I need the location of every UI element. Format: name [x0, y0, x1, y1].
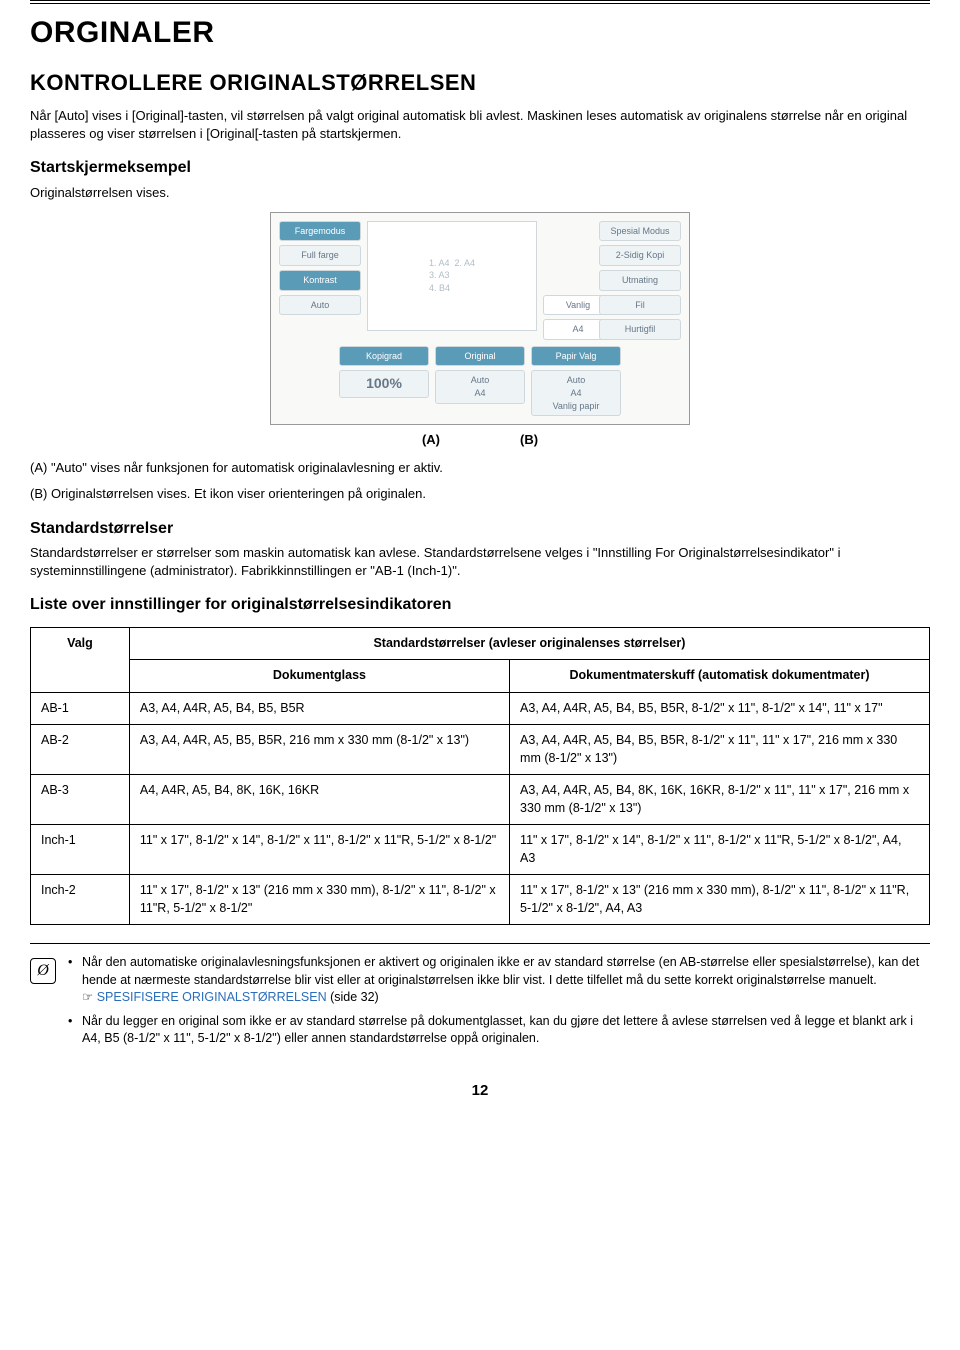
fil-button[interactable]: Fil [599, 295, 681, 316]
top-rule [30, 0, 930, 4]
utmating-button[interactable]: Utmating [599, 270, 681, 291]
link-prefix-icon: ☞ [82, 990, 97, 1004]
table-cell: 11" x 17", 8-1/2" x 13" (216 mm x 330 mm… [129, 875, 509, 925]
table-cell: AB-3 [31, 775, 130, 825]
th-top: Standardstørrelser (avleser originalense… [129, 627, 929, 660]
tip-rule [30, 943, 930, 944]
callout-desc-a: (A) "Auto" vises når funksjonen for auto… [30, 459, 930, 477]
table-cell: 11" x 17", 8-1/2" x 14", 8-1/2" x 11", 8… [510, 825, 930, 875]
table-row: AB-3A4, A4R, A5, B4, 8K, 16K, 16KRA3, A4… [31, 775, 930, 825]
papir-valg-button[interactable]: Auto A4 Vanlig papir [531, 370, 621, 416]
callout-a: (A) [422, 431, 440, 449]
table-cell: A3, A4, A4R, A5, B4, B5, B5R [129, 692, 509, 725]
papir-vanlig: Vanlig papir [538, 400, 614, 413]
spesial-modus-button[interactable]: Spesial Modus [599, 221, 681, 242]
standard-sizes-heading: Standardstørrelser [30, 518, 930, 540]
original-a4: A4 [442, 387, 518, 400]
papir-auto: Auto [538, 374, 614, 387]
kontrast-auto-button[interactable]: Auto [279, 295, 361, 316]
hurtigfil-button[interactable]: Hurtigfil [599, 319, 681, 340]
tip-item-2: Når du legger en original som ikke er av… [68, 1013, 930, 1048]
page-number: 12 [30, 1080, 930, 1101]
kopigrad-button[interactable]: 100% [339, 370, 429, 398]
list-heading: Liste over innstillinger for originalstø… [30, 594, 930, 616]
th-valg: Valg [31, 627, 130, 692]
table-row: AB-2A3, A4, A4R, A5, B5, B5R, 216 mm x 3… [31, 725, 930, 775]
th-mater: Dokumentmaterskuff (automatisk dokumentm… [510, 660, 930, 693]
standard-sizes-desc: Standardstørrelser er størrelser som mas… [30, 544, 930, 580]
start-example-heading: Startskjermeksempel [30, 157, 930, 179]
fargemodus-header: Fargemodus [279, 221, 361, 242]
table-cell: A3, A4, A4R, A5, B4, B5, B5R, 8-1/2" x 1… [510, 725, 930, 775]
original-auto: Auto [442, 374, 518, 387]
table-row: Inch-111" x 17", 8-1/2" x 14", 8-1/2" x … [31, 825, 930, 875]
table-cell: Inch-1 [31, 825, 130, 875]
th-glass: Dokumentglass [129, 660, 509, 693]
spesifisere-link[interactable]: SPESIFISERE ORIGINALSTØRRELSEN [97, 990, 327, 1004]
kontrast-header: Kontrast [279, 270, 361, 291]
table-cell: A3, A4, A4R, A5, B4, 8K, 16K, 16KR, 8-1/… [510, 775, 930, 825]
table-cell: 11" x 17", 8-1/2" x 14", 8-1/2" x 11", 8… [129, 825, 509, 875]
sizes-table: Valg Standardstørrelser (avleser origina… [30, 627, 930, 926]
intro-paragraph: Når [Auto] vises i [Original]-tasten, vi… [30, 107, 930, 143]
papir-a4: A4 [538, 387, 614, 400]
printer-illustration: 1. A4 2. A4 3. A3 4. B4 [367, 221, 537, 331]
callout-b: (B) [520, 431, 538, 449]
table-cell: Inch-2 [31, 875, 130, 925]
table-cell: AB-2 [31, 725, 130, 775]
table-cell: 11" x 17", 8-1/2" x 13" (216 mm x 330 mm… [510, 875, 930, 925]
tip-box: Ø Når den automatiske originalavlesnings… [30, 954, 930, 1054]
link-suffix: (side 32) [327, 990, 379, 1004]
section-title: KONTROLLERE ORIGINALSTØRRELSEN [30, 68, 930, 99]
callout-labels: (A) (B) [30, 431, 930, 449]
note-icon: Ø [30, 958, 56, 984]
table-row: AB-1A3, A4, A4R, A5, B4, B5, B5RA3, A4, … [31, 692, 930, 725]
tosidig-kopi-button[interactable]: 2-Sidig Kopi [599, 245, 681, 266]
full-farge-button[interactable]: Full farge [279, 245, 361, 266]
start-example-sub: Originalstørrelsen vises. [30, 184, 930, 202]
tray-list: 1. A4 2. A4 3. A3 4. B4 [429, 257, 475, 295]
copier-ui-panel: Fargemodus Full farge Kontrast Auto 1. A… [270, 212, 690, 425]
table-row: Inch-211" x 17", 8-1/2" x 13" (216 mm x … [31, 875, 930, 925]
original-header: Original [435, 346, 525, 367]
papir-valg-header: Papir Valg [531, 346, 621, 367]
kopigrad-value: 100% [366, 375, 402, 391]
table-cell: A4, A4R, A5, B4, 8K, 16K, 16KR [129, 775, 509, 825]
tip-item-1: Når den automatiske originalavlesningsfu… [68, 954, 930, 1007]
callout-desc-b: (B) Originalstørrelsen vises. Et ikon vi… [30, 485, 930, 503]
page-title: ORGINALER [30, 12, 930, 54]
original-button[interactable]: Auto A4 [435, 370, 525, 403]
table-cell: A3, A4, A4R, A5, B5, B5R, 216 mm x 330 m… [129, 725, 509, 775]
kopigrad-header: Kopigrad [339, 346, 429, 367]
table-cell: A3, A4, A4R, A5, B4, B5, B5R, 8-1/2" x 1… [510, 692, 930, 725]
table-cell: AB-1 [31, 692, 130, 725]
tip-item-1-text: Når den automatiske originalavlesningsfu… [82, 955, 919, 987]
